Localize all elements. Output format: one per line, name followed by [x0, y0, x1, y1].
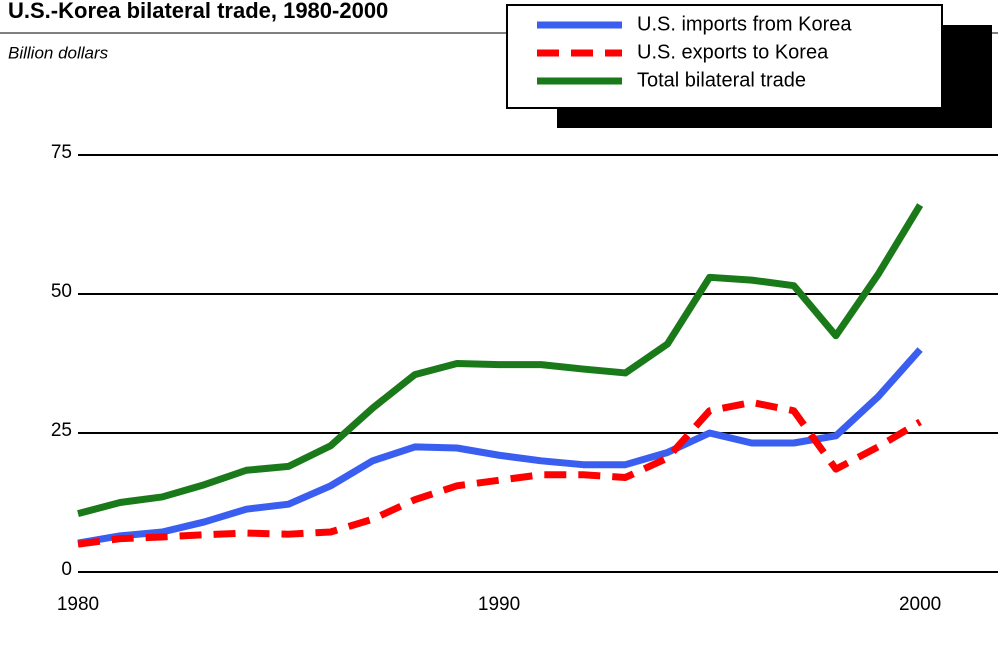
y-tick-label: 75	[51, 142, 72, 163]
y-tick-label: 25	[51, 420, 72, 441]
y-axis-label: Billion dollars	[8, 43, 109, 62]
legend-label: U.S. imports from Korea	[637, 13, 852, 35]
y-tick-label: 0	[61, 559, 72, 580]
y-tick-label: 50	[51, 281, 72, 302]
series-line	[77, 203, 924, 518]
series-line	[77, 398, 922, 548]
series-line	[77, 347, 923, 547]
legend-label: Total bilateral trade	[637, 69, 806, 91]
legend-label: U.S. exports to Korea	[637, 41, 829, 63]
x-tick-label: 1980	[57, 594, 99, 615]
x-tick-label: 1990	[478, 594, 520, 615]
chart-title: U.S.-Korea bilateral trade, 1980-2000	[8, 0, 388, 23]
x-tick-label: 2000	[899, 594, 941, 615]
